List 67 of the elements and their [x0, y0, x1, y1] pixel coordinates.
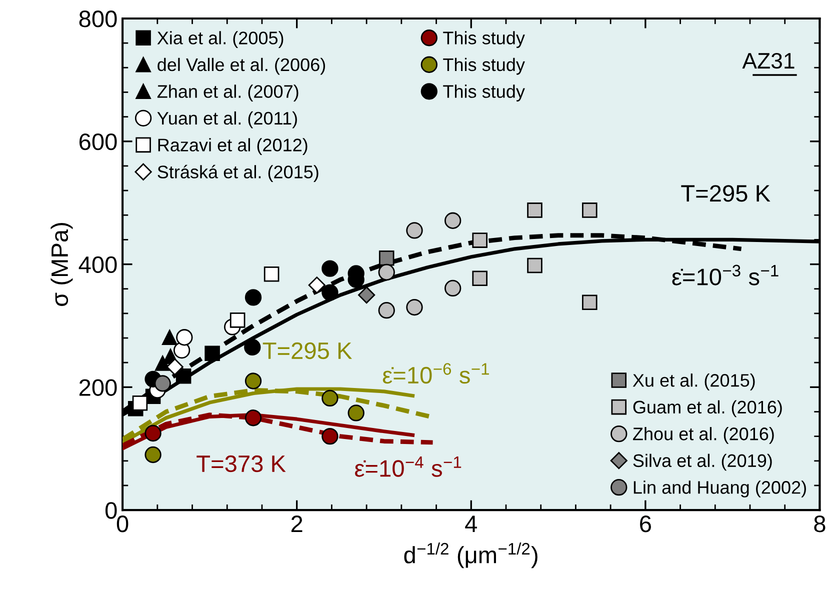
legend-label: Xu et al. (2015) — [632, 374, 755, 390]
point — [264, 266, 280, 282]
point — [444, 212, 462, 229]
legend-label: Zhou et al. (2016) — [633, 427, 774, 444]
x-axis-title: d$^{−1/2}$ (μm$^{−1/2}$) — [404, 542, 538, 568]
point — [472, 232, 488, 248]
point — [322, 390, 338, 407]
legend-label: Yuan et al. (2011) — [157, 111, 297, 128]
annotation: ε̇=10$^{−3}$ s$^{−1}$ — [672, 264, 778, 286]
y-tick-label: 200 — [79, 379, 117, 396]
point — [244, 410, 262, 426]
point — [230, 312, 246, 328]
point — [406, 222, 423, 239]
x-tick-label: 0 — [116, 516, 128, 532]
point — [144, 424, 162, 442]
point — [244, 338, 261, 356]
annotation: T=295 K — [262, 342, 352, 360]
legend-label: Zhan et al. (2007) — [157, 84, 298, 102]
y-tick-label: 800 — [79, 10, 117, 28]
point — [244, 372, 262, 390]
point — [582, 202, 598, 218]
x-tick-label: 2 — [291, 516, 302, 532]
y-tick-label: 0 — [105, 502, 117, 519]
point — [527, 258, 542, 274]
point — [378, 250, 394, 266]
point — [162, 330, 178, 346]
point — [582, 294, 598, 310]
point — [144, 446, 162, 464]
point — [132, 395, 148, 411]
point — [527, 202, 542, 218]
point — [176, 329, 193, 346]
legend-label: This study — [443, 31, 525, 48]
point — [154, 375, 171, 392]
y-tick-label: 400 — [78, 256, 117, 274]
legend-label: Stráská et al. (2015) — [158, 164, 318, 182]
y-axis-title: σ (MPa) — [50, 223, 73, 306]
legend-label: Razavi et al (2012) — [158, 138, 308, 155]
x-tick-label: 8 — [814, 516, 826, 532]
annotation: T=295 K — [681, 185, 770, 202]
legend-label: This study — [443, 84, 525, 102]
point — [348, 404, 364, 422]
point — [378, 302, 395, 319]
legend-label: Xia et al. (2005) — [157, 31, 284, 48]
annotation: ε̇=10$^{−4}$ s$^{−1}$ — [355, 456, 462, 477]
legend-label: Lin and Huang (2002) — [634, 480, 806, 498]
legend-label: This study — [443, 58, 525, 75]
point — [322, 428, 338, 445]
point — [378, 264, 395, 281]
annotation: T=373 K — [196, 455, 286, 472]
point — [204, 346, 220, 361]
point — [322, 260, 338, 277]
x-tick-label: 4 — [465, 516, 478, 532]
point — [322, 284, 338, 301]
x-tick-label: 6 — [640, 516, 651, 532]
legend-label: del Valle et al. (2006) — [158, 58, 326, 75]
y-tick-label: 600 — [79, 133, 117, 150]
point — [472, 270, 488, 286]
point — [358, 286, 376, 304]
legend-label: Silva et al. (2019) — [633, 454, 772, 471]
point — [308, 276, 326, 294]
annotation: AZ31 — [742, 52, 794, 69]
point — [166, 358, 184, 376]
annotation: ε̇=10$^{−6}$ s$^{−1}$ — [382, 363, 489, 384]
point — [444, 280, 462, 297]
point — [406, 298, 423, 316]
legend-label: Guam et al. (2016) — [633, 400, 782, 418]
point — [244, 289, 262, 306]
